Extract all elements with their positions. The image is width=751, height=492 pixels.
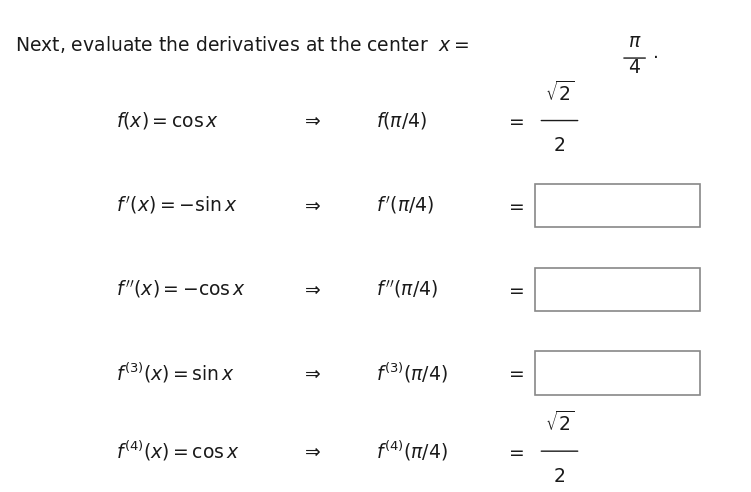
Text: $4$: $4$ <box>628 58 641 77</box>
Text: $f\,''(x)  =  {-}\cos x$: $f\,''(x) = {-}\cos x$ <box>116 278 246 300</box>
Text: $2$: $2$ <box>553 136 566 155</box>
Text: $f\,'(\pi/4)$: $f\,'(\pi/4)$ <box>376 194 434 216</box>
Text: $\pi$: $\pi$ <box>628 32 641 51</box>
Text: $=$: $=$ <box>505 364 524 382</box>
Text: $f(x)  =  \cos x$: $f(x) = \cos x$ <box>116 110 219 131</box>
FancyBboxPatch shape <box>535 184 700 227</box>
Text: $f\,'(x)  =  {-}\sin x$: $f\,'(x) = {-}\sin x$ <box>116 194 238 216</box>
FancyBboxPatch shape <box>535 268 700 311</box>
Text: $\Rightarrow$: $\Rightarrow$ <box>301 442 322 461</box>
Text: $\Rightarrow$: $\Rightarrow$ <box>301 280 322 299</box>
Text: $f(\pi/4)$: $f(\pi/4)$ <box>376 110 427 131</box>
Text: $=$: $=$ <box>505 442 524 461</box>
Text: $\Rightarrow$: $\Rightarrow$ <box>301 196 322 215</box>
Text: $f^{(3)}(\pi/4)$: $f^{(3)}(\pi/4)$ <box>376 361 447 385</box>
Text: $\Rightarrow$: $\Rightarrow$ <box>301 111 322 130</box>
Text: $\sqrt{2}$: $\sqrt{2}$ <box>544 411 575 435</box>
Text: $\Rightarrow$: $\Rightarrow$ <box>301 364 322 382</box>
Text: $=$: $=$ <box>505 196 524 215</box>
Text: $\sqrt{2}$: $\sqrt{2}$ <box>544 81 575 105</box>
Text: Next, evaluate the derivatives at the center  $x =$: Next, evaluate the derivatives at the ce… <box>15 34 475 56</box>
Text: $f\,''(\pi/4)$: $f\,''(\pi/4)$ <box>376 278 438 300</box>
FancyBboxPatch shape <box>535 351 700 395</box>
Text: .: . <box>653 43 659 62</box>
Text: $2$: $2$ <box>553 467 566 486</box>
Text: $f^{(4)}(x)  =  \cos x$: $f^{(4)}(x) = \cos x$ <box>116 439 240 463</box>
Text: $f^{(3)}(x)  =  \sin x$: $f^{(3)}(x) = \sin x$ <box>116 361 236 385</box>
Text: $f^{(4)}(\pi/4)$: $f^{(4)}(\pi/4)$ <box>376 439 447 463</box>
Text: $=$: $=$ <box>505 111 524 130</box>
Text: $=$: $=$ <box>505 280 524 299</box>
